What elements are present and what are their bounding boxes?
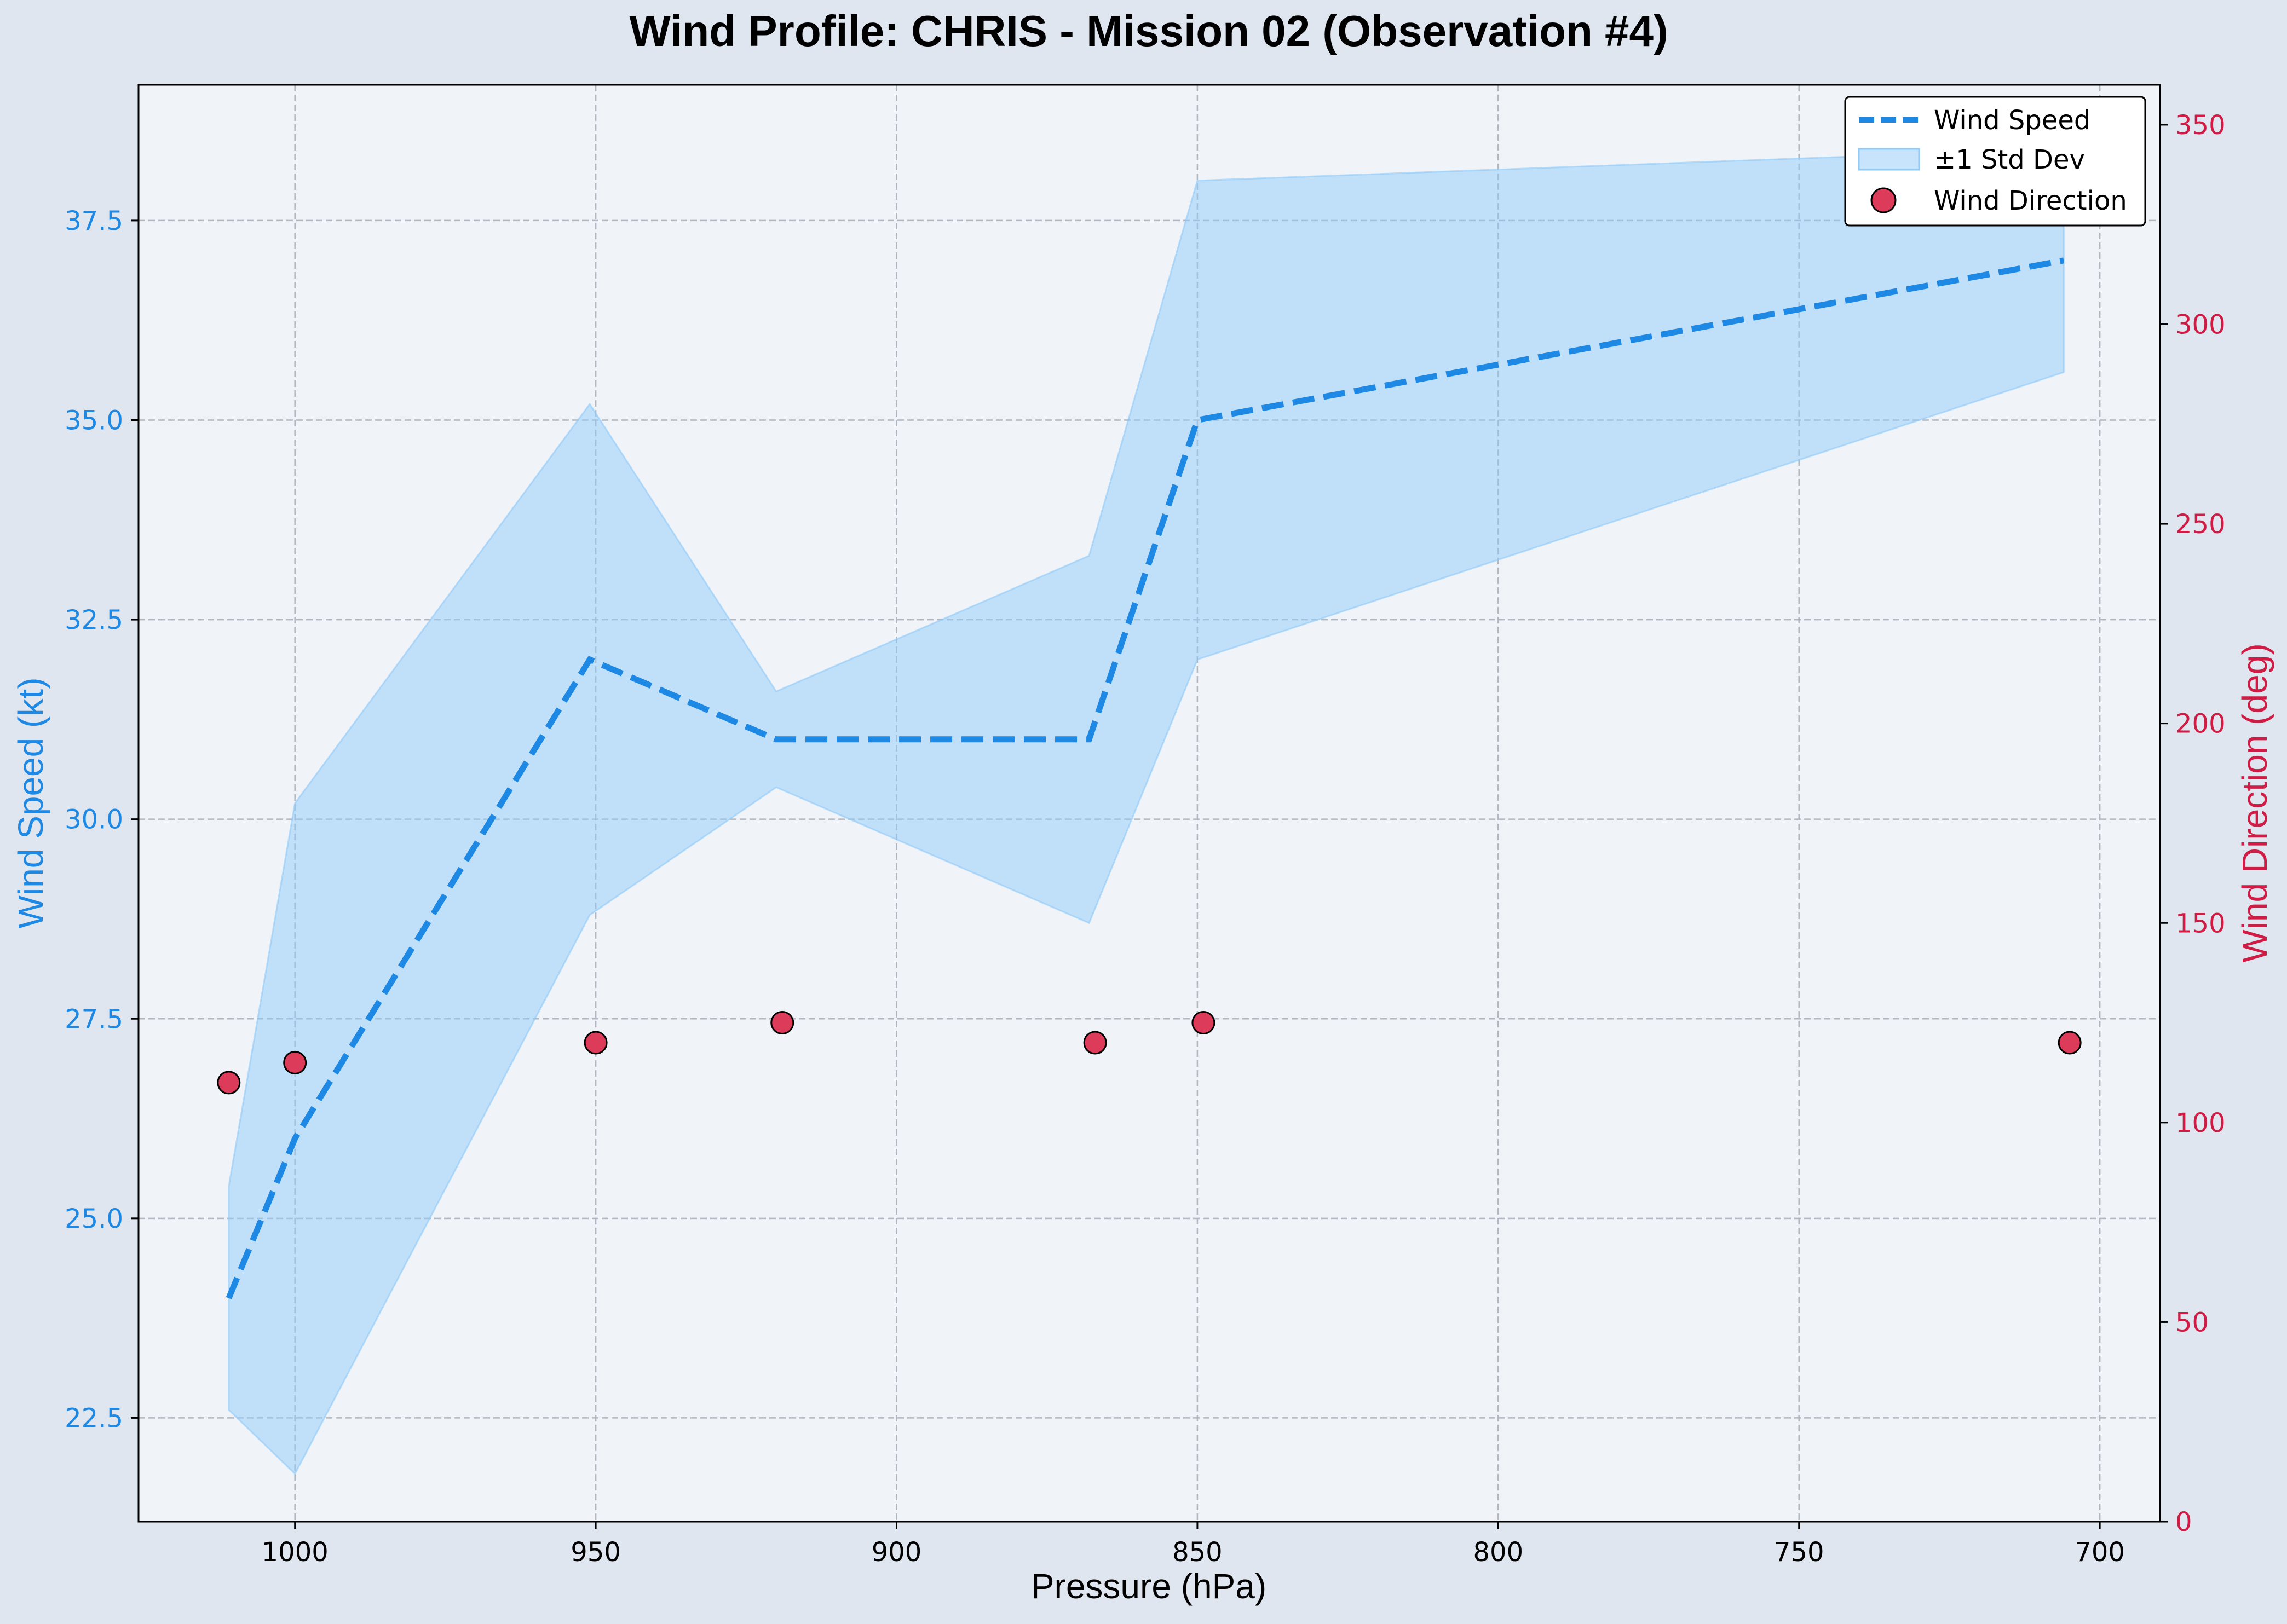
wind-direction-point	[217, 1071, 241, 1095]
x-tick-label: 750	[1774, 1537, 1824, 1568]
y-tick-label: 35.0	[65, 406, 123, 436]
y-tick-label: 22.5	[65, 1403, 123, 1434]
legend: Wind Speed ±1 Std Dev Wind Direction	[1844, 96, 2146, 227]
x-axis-ticks: 1000 950 900 850 800 750 700	[262, 1522, 2125, 1568]
y2-tick-label: 150	[2175, 908, 2226, 939]
y-tick-label: 30.0	[65, 805, 123, 835]
x-tick-label: 900	[872, 1537, 922, 1568]
x-tick-label: 850	[1172, 1537, 1223, 1568]
y2-tick-label: 50	[2175, 1307, 2209, 1338]
wind-direction-point	[2058, 1031, 2082, 1055]
y-axis-ticks: 22.5 25.0 27.5 30.0 32.5 35.0 37.5	[65, 206, 139, 1434]
y2-axis-label: Wind Direction (deg)	[2235, 643, 2274, 962]
y2-tick-label: 200	[2175, 709, 2226, 739]
y2-tick-label: 300	[2175, 310, 2226, 340]
y2-tick-label: 0	[2175, 1507, 2192, 1538]
y-tick-label: 37.5	[65, 206, 123, 236]
y2-tick-label: 350	[2175, 110, 2226, 141]
wind-direction-point	[1083, 1031, 1107, 1055]
legend-std-dev-label: ±1 Std Dev	[1934, 145, 2085, 175]
y-tick-label: 25.0	[65, 1204, 123, 1234]
y2-axis-ticks: 0 50 100 150 200 250 300 350	[2160, 110, 2226, 1538]
legend-wind-direction-swatch	[1870, 187, 1897, 213]
wind-direction-point	[1191, 1011, 1215, 1035]
x-tick-label: 950	[571, 1537, 621, 1568]
y-tick-label: 27.5	[65, 1004, 123, 1034]
wind-direction-points	[217, 1011, 2082, 1095]
legend-wind-speed-label: Wind Speed	[1934, 105, 2090, 136]
wind-direction-point	[283, 1050, 307, 1074]
x-tick-label: 800	[1473, 1537, 1523, 1568]
wind-direction-point	[770, 1011, 794, 1035]
chart-title: Wind Profile: CHRIS - Mission 02 (Observ…	[629, 7, 1668, 55]
y2-tick-label: 250	[2175, 509, 2226, 540]
std-dev-band	[228, 148, 2065, 1475]
x-tick-label: 1000	[262, 1537, 329, 1568]
x-axis-label: Pressure (hPa)	[1031, 1567, 1266, 1606]
wind-direction-point	[584, 1031, 608, 1055]
y-axis-label: Wind Speed (kt)	[11, 678, 50, 929]
legend-std-dev-swatch	[1858, 148, 1920, 171]
legend-wind-direction-label: Wind Direction	[1934, 186, 2127, 216]
y-tick-label: 32.5	[65, 605, 123, 635]
x-tick-label: 700	[2075, 1537, 2125, 1568]
y2-tick-label: 100	[2175, 1108, 2226, 1138]
wind-speed-line	[226, 257, 2065, 1299]
legend-box	[1844, 96, 2146, 227]
plot-frame	[137, 84, 2161, 1523]
